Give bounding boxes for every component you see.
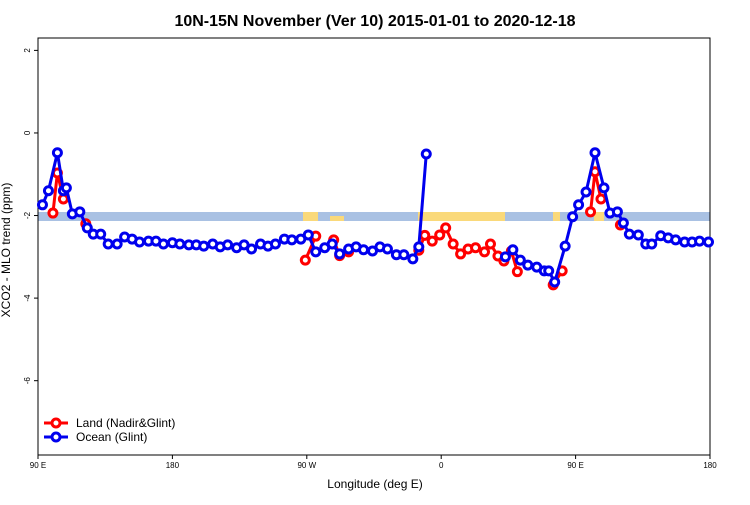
y-tick-label: -4 <box>23 294 32 302</box>
data-point <box>670 234 682 246</box>
data-point <box>549 276 561 288</box>
data-point <box>47 207 59 219</box>
data-point <box>51 147 63 159</box>
data-point <box>326 238 338 250</box>
data-point <box>447 238 459 250</box>
data-point <box>74 206 86 218</box>
data-point <box>499 251 511 263</box>
data-point <box>623 228 635 240</box>
data-point <box>632 229 644 241</box>
land-patch <box>553 212 560 221</box>
data-point <box>60 182 72 194</box>
data-point <box>134 236 146 248</box>
data-point <box>420 148 432 160</box>
data-point <box>286 234 298 246</box>
data-point <box>573 199 585 211</box>
legend-label: Land (Nadir&Glint) <box>76 416 175 430</box>
legend-label: Ocean (Glint) <box>76 430 147 444</box>
data-point <box>595 193 607 205</box>
data-point <box>694 235 706 247</box>
data-point <box>111 238 123 250</box>
data-point <box>81 222 93 234</box>
data-point <box>470 242 482 254</box>
land-patch <box>594 212 604 221</box>
y-tick-label: 0 <box>23 130 32 135</box>
data-point <box>407 253 419 265</box>
data-point <box>413 241 425 253</box>
data-point <box>246 243 258 255</box>
data-point <box>310 246 322 258</box>
x-tick-label: 0 <box>439 461 444 470</box>
data-point <box>617 217 629 229</box>
land-patch <box>418 212 505 221</box>
data-point <box>419 229 431 241</box>
x-tick-label: 90 E <box>30 461 46 470</box>
data-point <box>434 229 446 241</box>
sea-band <box>38 212 710 221</box>
data-point <box>299 254 311 266</box>
data-point <box>334 248 346 260</box>
x-tick-label: 180 <box>166 461 180 470</box>
land-sea-band <box>38 212 710 221</box>
data-point <box>302 229 314 241</box>
data-point <box>598 182 610 194</box>
data-point <box>198 240 210 252</box>
data-point <box>102 238 114 250</box>
y-tick-label: -6 <box>23 377 32 385</box>
data-point <box>580 186 592 198</box>
data-point <box>479 246 491 258</box>
data-point <box>440 222 452 234</box>
data-point <box>567 211 579 223</box>
legend-marker <box>50 417 62 429</box>
data-point <box>611 206 623 218</box>
data-point <box>95 228 107 240</box>
data-point <box>585 206 597 218</box>
y-axis-label: XCO2 - MLO trend (ppm) <box>0 183 13 318</box>
data-point <box>511 266 523 278</box>
data-point <box>484 238 496 250</box>
x-axis-label: Longitude (deg E) <box>327 477 422 491</box>
data-point <box>589 147 601 159</box>
x-tick-label: 90 W <box>297 461 316 470</box>
data-point <box>222 239 234 251</box>
data-point <box>507 244 519 256</box>
y-tick-label: -2 <box>23 211 32 219</box>
data-point <box>36 199 48 211</box>
data-point <box>426 235 438 247</box>
land-patch <box>303 212 318 221</box>
data-point <box>514 254 526 266</box>
data-point <box>157 238 169 250</box>
chart-title: 10N-15N November (Ver 10) 2015-01-01 to … <box>174 13 575 30</box>
x-tick-label: 90 E <box>567 461 583 470</box>
data-point <box>455 248 467 260</box>
data-point <box>543 265 555 277</box>
data-point <box>174 238 186 250</box>
data-point <box>646 238 658 250</box>
land-patch <box>330 216 344 221</box>
legend-marker <box>50 431 62 443</box>
data-point <box>522 259 534 271</box>
data-point <box>398 249 410 261</box>
data-point <box>42 185 54 197</box>
data-point <box>703 236 715 248</box>
data-point <box>358 244 370 256</box>
data-point <box>269 238 281 250</box>
data-point <box>559 240 571 252</box>
data-point <box>381 243 393 255</box>
x-tick-label: 180 <box>703 461 717 470</box>
y-tick-label: 2 <box>23 48 32 53</box>
